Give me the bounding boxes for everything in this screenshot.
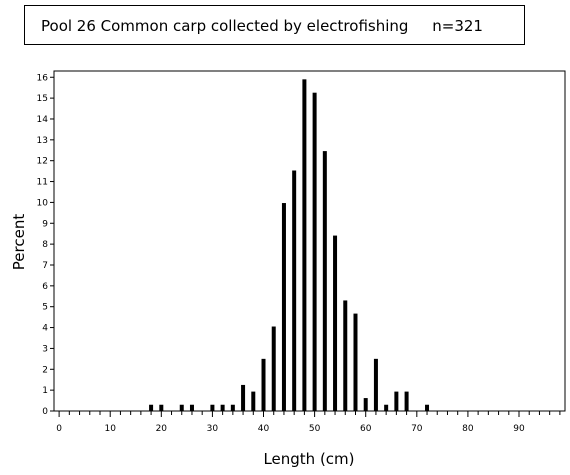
bar	[322, 151, 327, 411]
x-tick-label: 60	[360, 424, 372, 434]
bar	[333, 235, 338, 411]
bar	[149, 404, 154, 411]
y-tick-label: 6	[42, 282, 48, 292]
bar	[292, 170, 297, 411]
bar	[353, 313, 358, 411]
y-tick-label: 15	[37, 94, 48, 104]
bar	[373, 358, 378, 411]
y-tick-label: 5	[42, 303, 48, 313]
chart-title: Pool 26 Common carp collected by electro…	[41, 17, 483, 35]
x-tick-label: 80	[462, 424, 474, 434]
y-tick-label: 3	[42, 344, 48, 354]
bar	[281, 203, 286, 411]
x-tick-label: 90	[513, 424, 525, 434]
y-tick-label: 9	[42, 219, 48, 229]
x-tick-label: 0	[56, 424, 62, 434]
bar	[343, 300, 348, 411]
bar	[425, 404, 430, 411]
bar	[312, 92, 317, 411]
bar	[394, 391, 399, 411]
y-tick-label: 10	[37, 198, 49, 208]
y-axis-label: Percent	[10, 214, 28, 271]
bar	[261, 358, 266, 411]
x-tick-label: 70	[411, 424, 423, 434]
bar	[179, 404, 184, 411]
bar	[302, 79, 307, 411]
bar	[384, 404, 389, 411]
y-tick-label: 4	[42, 324, 48, 334]
y-tick-label: 2	[42, 365, 48, 375]
plot-frame	[53, 70, 566, 412]
x-tick-label: 50	[309, 424, 321, 434]
x-tick-label: 40	[258, 424, 270, 434]
bar	[241, 384, 246, 411]
y-tick-label: 14	[37, 115, 49, 125]
y-tick-label: 13	[37, 136, 48, 146]
bar	[220, 404, 225, 411]
x-axis-label: Length (cm)	[263, 450, 354, 468]
y-tick-label: 0	[42, 407, 48, 417]
bar	[251, 391, 256, 411]
y-tick-label: 1	[42, 386, 48, 396]
y-tick-label: 12	[37, 157, 48, 167]
x-tick-label: 30	[207, 424, 219, 434]
y-tick-label: 16	[37, 73, 49, 83]
bar	[230, 404, 235, 411]
y-tick-label: 11	[37, 178, 48, 188]
x-tick-label: 20	[156, 424, 168, 434]
title-box: Pool 26 Common carp collected by electro…	[24, 5, 525, 45]
bar	[271, 326, 276, 411]
bar	[189, 404, 194, 411]
y-tick-label: 8	[42, 240, 48, 250]
bar	[363, 398, 368, 411]
bar	[404, 391, 409, 411]
bar	[210, 404, 215, 411]
y-tick-label: 7	[42, 261, 48, 271]
x-tick-label: 10	[104, 424, 116, 434]
bar	[159, 404, 164, 411]
